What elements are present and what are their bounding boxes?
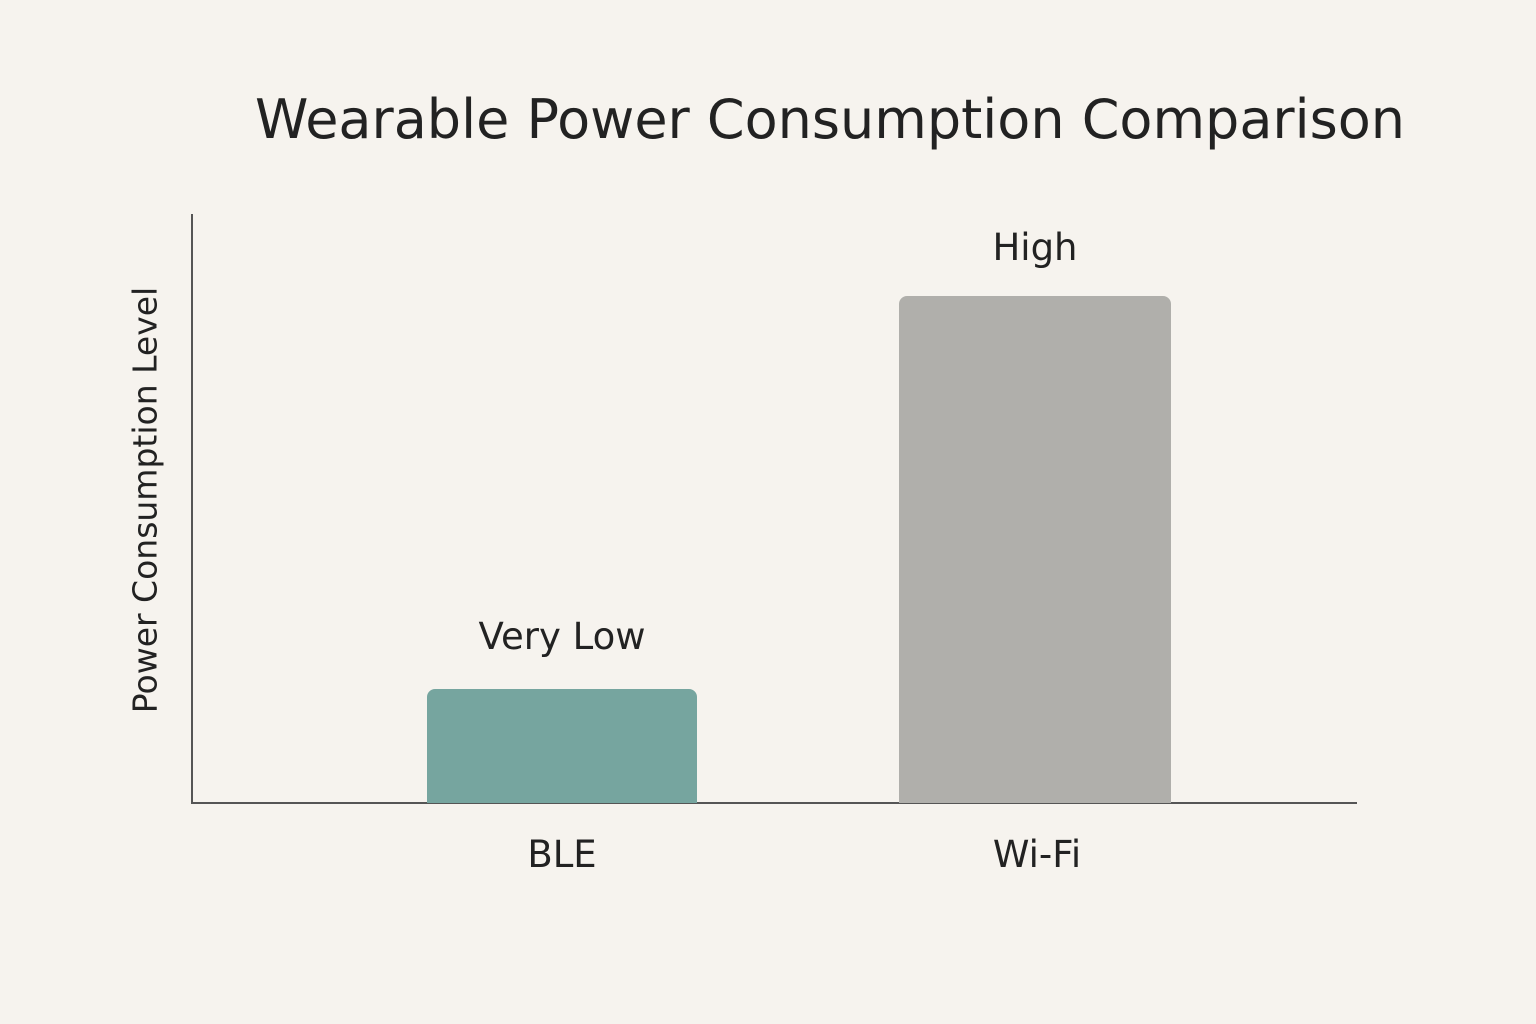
x-axis-line <box>191 802 1357 804</box>
bar-ble <box>427 689 697 803</box>
bar-wifi <box>899 296 1171 803</box>
y-axis-label: Power Consumption Level <box>125 286 165 714</box>
value-label-ble: Very Low <box>478 615 646 658</box>
category-label-wifi: Wi-Fi <box>992 833 1082 876</box>
chart-title: Wearable Power Consumption Comparison <box>254 88 1406 151</box>
category-label-ble: BLE <box>527 833 597 876</box>
y-axis-line <box>191 214 193 804</box>
value-label-wifi: High <box>992 226 1078 269</box>
